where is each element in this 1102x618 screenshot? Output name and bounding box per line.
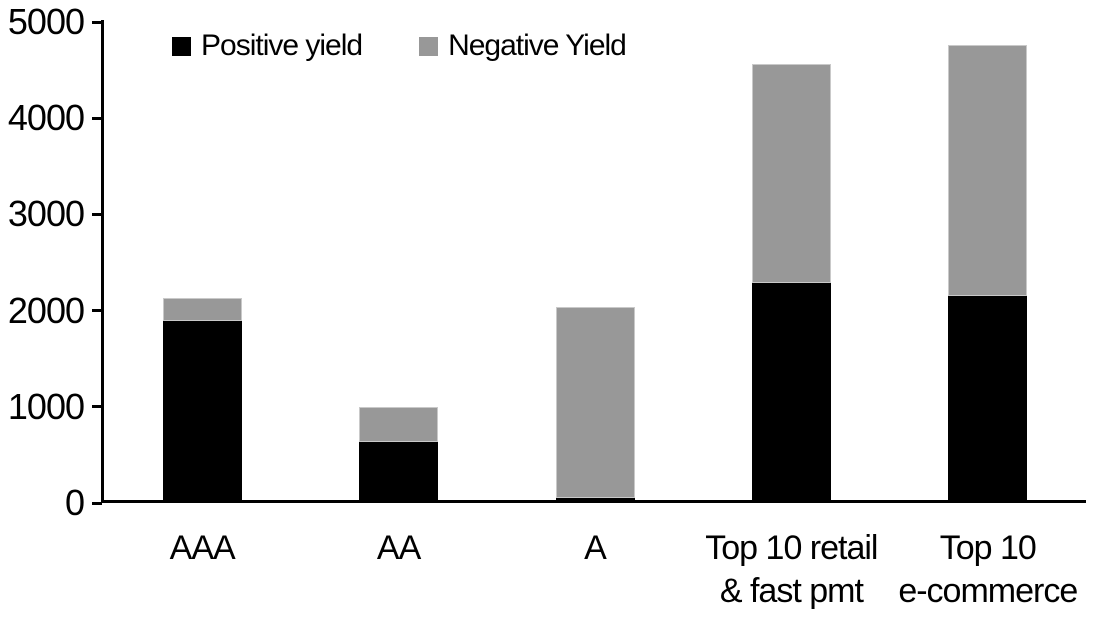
y-tick-label-4000: 4000 [7,97,85,139]
y-tick-label-3000: 3000 [7,193,85,235]
y-tick-1000 [92,405,102,409]
legend-item-negative-yield: Negative Yield [419,29,627,62]
x-category-label-top-10-retail-fast-pmt: Top 10 retail & fast pmt [705,529,878,610]
y-tick-2000 [92,309,102,313]
positive-yield-swatch-icon [172,36,191,56]
bar-top-10-e-commerce-negative-yield-segment [948,45,1028,297]
x-category-label-aa: AA [376,529,421,567]
bar-top-10-retail-fast-pmt-positive-yield-segment [751,282,831,503]
bar-a-positive-yield-segment [555,498,635,503]
negative-yield-swatch-icon [419,36,439,56]
y-tick-label-5000: 5000 [7,1,85,42]
bar-top-10-e-commerce-positive-yield-segment [948,296,1028,503]
x-category-label-aaa: AAA [169,529,236,567]
y-tick-label-2000: 2000 [7,289,85,331]
x-category-label-a: A [584,529,607,567]
legend-label-negative-yield: Negative Yield [448,29,627,62]
y-tick-5000 [92,20,102,24]
bar-aaa-negative-yield-segment [162,298,242,322]
bar-aaa-positive-yield-segment [162,321,242,503]
legend-label-positive-yield: Positive yield [201,29,363,62]
bar-aa-negative-yield-segment [359,406,439,443]
y-tick-label-0: 0 [64,482,85,523]
bar-a-negative-yield-segment [555,306,635,499]
y-tick-label-1000: 1000 [7,385,85,427]
y-axis-line [101,20,104,503]
bar-aa-positive-yield-segment [359,442,439,503]
y-tick-0 [92,501,102,505]
x-category-label-top-10-e-commerce: Top 10 e-commerce [898,529,1078,610]
legend-item-positive-yield: Positive yield [172,29,363,62]
bar-top-10-retail-fast-pmt-negative-yield-segment [751,64,831,283]
y-tick-4000 [92,116,102,120]
legend: Positive yield Negative Yield [172,29,627,62]
y-tick-3000 [92,212,102,216]
